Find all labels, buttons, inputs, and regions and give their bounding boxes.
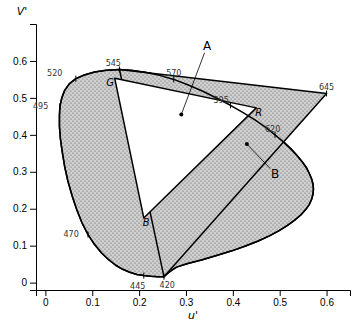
wavelength-tick [143, 273, 144, 279]
wavelength-label: 495 [33, 102, 48, 111]
chart: 0 0.1 0.2 0.3 0.4 0.5 0.6 0 0.1 0.2 0.3 0.4 0.5 0.6 42… [0, 0, 362, 324]
x-tick-mark [280, 290, 281, 296]
x-tick: 0 [43, 290, 49, 308]
wavelength-label: 645 [319, 83, 334, 92]
labels: 420 445 470 495 520 545 570 595 620 645 G R B A B [33, 39, 334, 291]
x-tick: 0.3 [180, 290, 194, 308]
y-tick-label: 0 [21, 277, 27, 288]
x-axis-title: u' [188, 309, 198, 322]
wavelength-label: 520 [47, 69, 62, 78]
vertex-label: G [106, 77, 114, 88]
y-tick-label: 0.2 [13, 203, 27, 214]
x-tick-label: 0 [43, 297, 49, 308]
x-tick-mark [186, 290, 187, 296]
annotation-dot [245, 142, 249, 146]
x-tick-label: 0.6 [320, 297, 334, 308]
x-tick-mark [92, 290, 93, 296]
x-tick-mark [45, 290, 46, 296]
x-tick-label: 0.3 [180, 297, 194, 308]
y-tick-mark [30, 61, 36, 62]
wavelength-tick [88, 232, 89, 238]
annotation-label: B [271, 167, 279, 181]
y-tick: 0.6 [13, 56, 36, 67]
x-tick-label: 0.2 [133, 297, 147, 308]
x-tick-label: 0.5 [273, 297, 287, 308]
wavelength-tick [230, 102, 231, 108]
area-outline [115, 78, 257, 218]
y-axis-line [30, 25, 37, 291]
x-tick-label: 0.1 [86, 297, 100, 308]
y-tick-mark [30, 209, 36, 210]
annotation-line [247, 144, 270, 168]
y-tick-label: 0.4 [13, 130, 27, 141]
y-tick: 0 [21, 277, 36, 288]
x-tick: 0.1 [86, 290, 100, 308]
x-tick-mark [233, 290, 234, 296]
wavelength-tick [163, 274, 164, 280]
wavelength-label: 620 [265, 125, 280, 134]
wavelength-tick [59, 103, 60, 109]
x-tick-mark [327, 290, 328, 296]
x-tick: 0.2 [133, 290, 147, 308]
wavelength-label: 595 [213, 96, 228, 105]
wavelength-label: 420 [160, 281, 175, 290]
wavelength-label: 470 [64, 230, 79, 239]
wavelength-label: 545 [106, 59, 121, 68]
y-tick-label: 0.1 [13, 240, 27, 251]
vertex-label: R [255, 107, 262, 118]
y-tick-mark [30, 246, 36, 247]
x-axis-line [37, 291, 351, 297]
wavelength-label: 445 [130, 282, 145, 291]
x-tick-mark [139, 290, 140, 296]
y-tick-mark [30, 98, 36, 99]
y-tick-mark [30, 283, 36, 284]
y-tick-mark [30, 135, 36, 136]
x-tick-label: 0.4 [226, 297, 240, 308]
y-tick: 0.3 [13, 166, 36, 177]
annotation-line [181, 53, 204, 115]
y-axis-title: V' [17, 5, 28, 18]
x-tick: 0.4 [226, 290, 240, 308]
x-axis: 0 0.1 0.2 0.3 0.4 0.5 0.6 [37, 290, 351, 308]
y-tick-label: 0.5 [13, 93, 27, 104]
x-tick: 0.6 [320, 290, 334, 308]
y-tick-label: 0.6 [13, 56, 27, 67]
annotation-dot [179, 113, 183, 117]
annotation-label: A [203, 39, 212, 53]
vertex-label: B [143, 217, 150, 228]
y-tick-label: 0.3 [13, 166, 27, 177]
y-tick: 0.1 [13, 240, 36, 251]
y-axis: 0 0.1 0.2 0.3 0.4 0.5 0.6 [13, 25, 36, 291]
wavelength-label: 570 [166, 69, 181, 78]
x-tick: 0.5 [273, 290, 287, 308]
plot-marks [59, 53, 326, 280]
area-fill [115, 78, 257, 218]
wavelength-tick [75, 76, 76, 82]
y-tick: 0.4 [13, 130, 36, 141]
y-tick: 0.2 [13, 203, 36, 214]
y-tick-mark [30, 172, 36, 173]
